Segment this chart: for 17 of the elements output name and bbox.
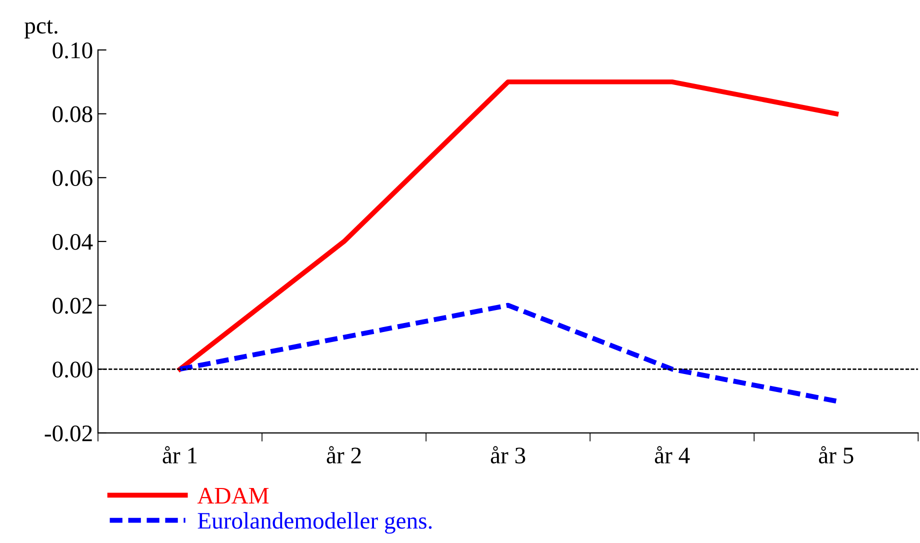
y-tick-label: 0.10 bbox=[52, 42, 92, 58]
line-series bbox=[178, 302, 839, 404]
x-tick-label: år 1 bbox=[162, 446, 197, 464]
y-tick-label: 0.00 bbox=[52, 362, 92, 378]
legend-label: Eurolandemodeller gens. bbox=[198, 512, 432, 534]
y-tick-label: 0.06 bbox=[52, 170, 92, 186]
y-tick-label: -0.02 bbox=[44, 425, 92, 442]
y-tick-label: 0.02 bbox=[52, 298, 92, 314]
x-tick-label: år 3 bbox=[490, 446, 526, 464]
legend-label: ADAM bbox=[197, 488, 269, 504]
y-tick-label: 0.04 bbox=[52, 234, 93, 250]
y-axis-title: pct. bbox=[24, 20, 58, 38]
y-tick-label: 0.08 bbox=[52, 106, 92, 122]
x-tick-label: år 2 bbox=[326, 446, 361, 464]
line-series bbox=[178, 79, 839, 372]
x-tick-label: år 5 bbox=[818, 446, 854, 464]
x-tick-label: år 4 bbox=[654, 446, 690, 464]
